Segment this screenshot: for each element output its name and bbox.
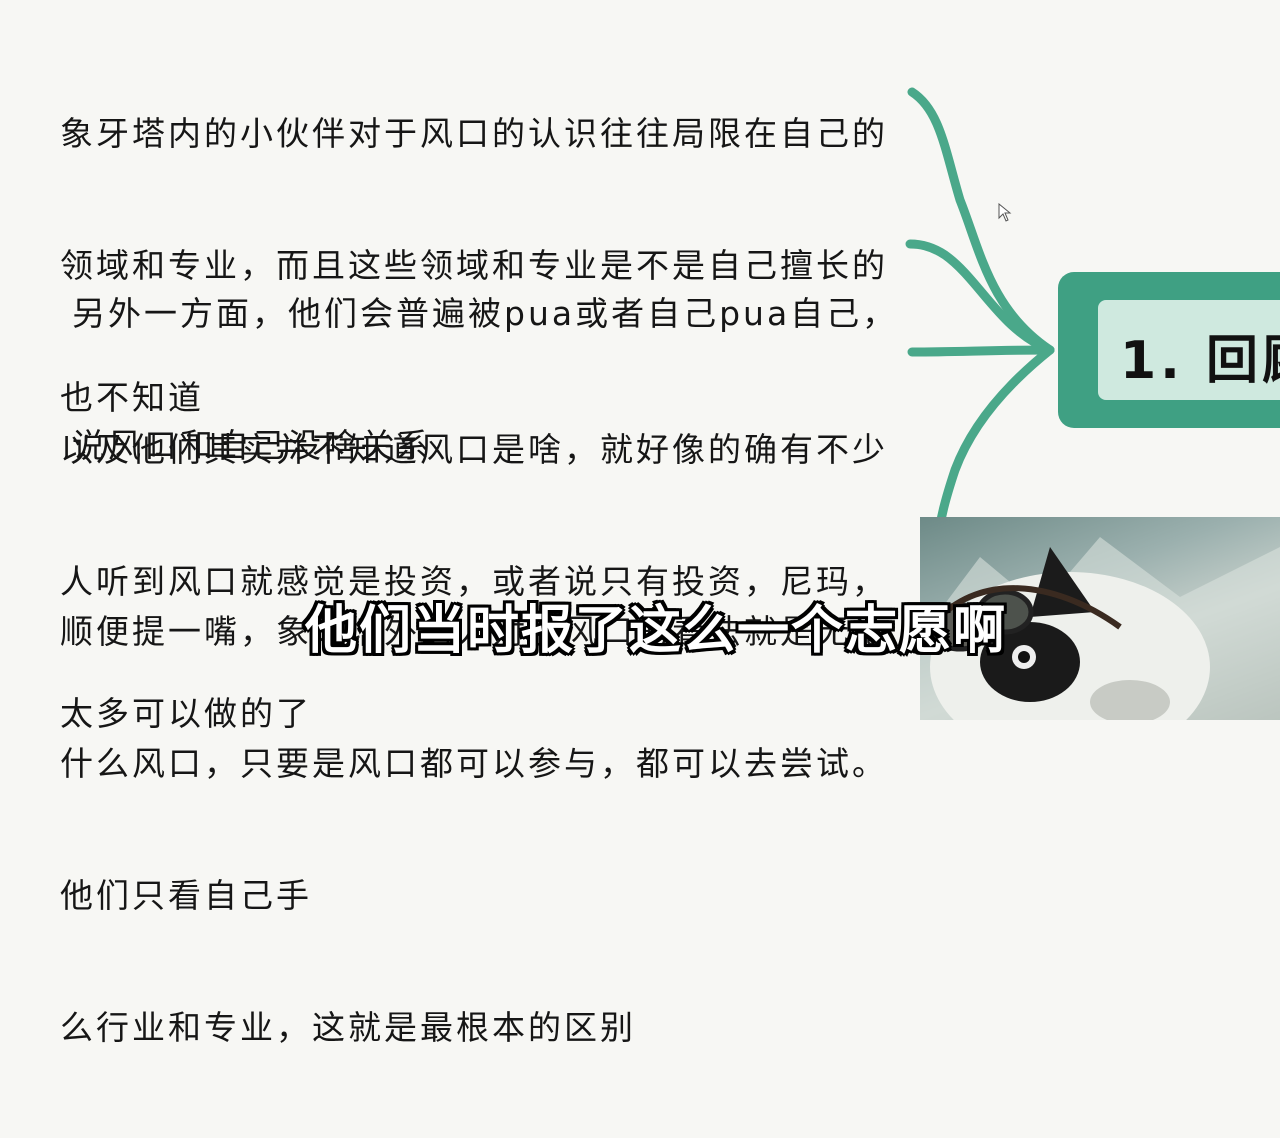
- video-subtitle: 他们当时报了这么一个志愿啊: [305, 588, 1007, 663]
- text-line: 么行业和专业，这就是最根本的区别: [60, 1006, 888, 1050]
- text-line: 什么风口，只要是风口都可以参与，都可以去尝试。: [60, 742, 888, 786]
- mindmap-node-label: 1. 回顾: [1120, 318, 1280, 393]
- arrow-cursor-icon: [998, 203, 1012, 223]
- text-line: 以及他们其实并不知道风口是啥，就好像的确有不少: [60, 428, 888, 472]
- text-line: 象牙塔内的小伙伴对于风口的认识往往局限在自己的: [60, 112, 888, 156]
- slide-canvas: 象牙塔内的小伙伴对于风口的认识往往局限在自己的 领域和专业，而且这些领域和专业是…: [0, 0, 1280, 720]
- text-line: 另外一方面，他们会普遍被pua或者自己pua自己，: [72, 292, 898, 336]
- text-line: 他们只看自己手: [60, 874, 888, 918]
